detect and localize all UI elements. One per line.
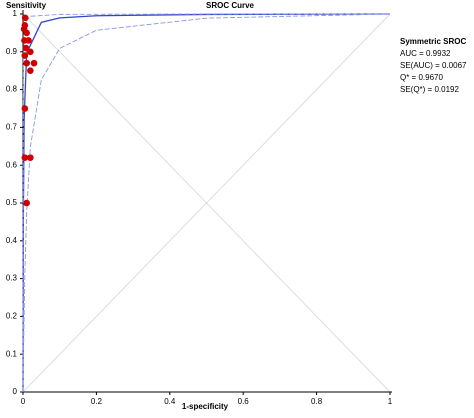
annotation: Q* = 0.9670 [400,73,443,82]
study-point [25,37,32,44]
diagonal [22,13,391,393]
study-point [27,48,34,56]
y-tick-label: 0.3 [6,274,18,283]
y-tick-label: 0.4 [6,236,18,245]
study-point [30,59,38,67]
y-tick-label: 0 [13,387,18,396]
x-label: 1-specificity [182,402,229,411]
y-tick-label: 0.9 [6,47,18,56]
x-tick-label: 1 [388,397,393,406]
y-label: Sensitivity [6,1,47,10]
y-tick-label: 0.2 [6,312,18,321]
study-point [20,25,28,33]
annotation: SE(Q*) = 0.0192 [400,85,459,94]
study-point [21,105,29,112]
y-tick-label: 0.7 [6,123,18,132]
study-point [21,52,29,59]
x-tick-label: 0.2 [91,397,103,406]
study-point [23,59,30,67]
x-tick-label: 0.8 [311,397,323,406]
x-tick-label: 0.4 [164,397,176,406]
x-tick-label: 0.6 [238,397,250,406]
y-tick-label: 0.1 [6,349,18,358]
study-point [27,154,34,161]
annotation: SE(AUC) = 0.0067 [400,61,467,70]
annotation-title: Symmetric SROC [400,37,466,46]
y-tick-label: 0.6 [6,160,18,169]
y-tick-label: 0.5 [6,198,18,207]
study-point [22,44,30,52]
y-tick-label: 0.8 [6,85,18,94]
y-tick-label: 1 [13,9,18,18]
study-point [21,14,29,22]
sroc-curve [22,13,391,393]
x-tick-label: 0 [21,397,26,406]
chart-title: SROC Curve [206,1,255,10]
study-point [23,199,30,207]
study-point [21,154,29,161]
study-point [27,67,34,74]
annotation: AUC = 0.9932 [400,49,451,58]
